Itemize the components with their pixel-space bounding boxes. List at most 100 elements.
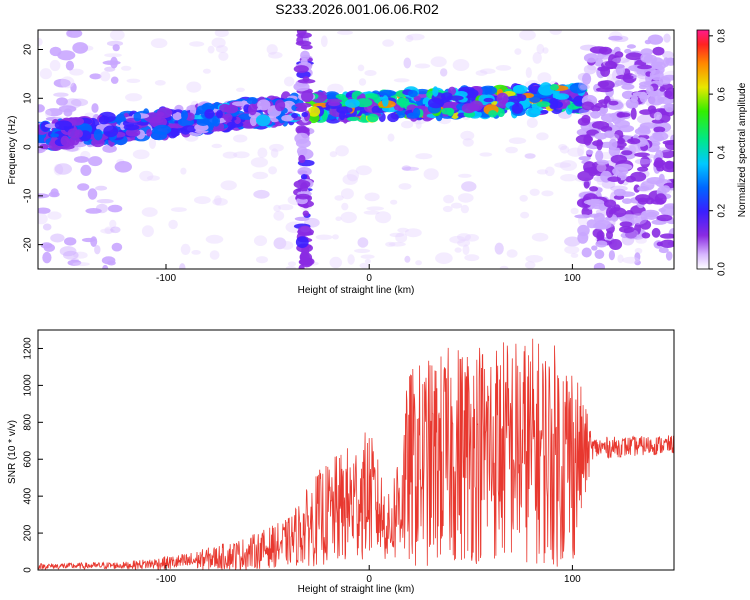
heatmap-cell [283, 76, 295, 87]
heatmap-cell [302, 76, 310, 83]
heatmap-cell [639, 219, 652, 230]
figure-title: S233.2026.001.06.06.R02 [275, 1, 439, 17]
heatmap-cell [609, 133, 620, 141]
heatmap-cell [387, 112, 399, 123]
heatmap-cell [332, 234, 339, 240]
heatmap-cell [347, 116, 360, 122]
heatmap-cell [273, 210, 285, 221]
heatmap-cell [358, 78, 367, 86]
heatmap-cell [595, 150, 604, 162]
heatmap-cell [112, 44, 120, 52]
heatmap-cell [464, 234, 479, 242]
heatmap-cell [223, 113, 233, 122]
heatmap-cell [415, 120, 422, 129]
heatmap-cell [57, 50, 76, 61]
heatmap-cell [649, 134, 665, 142]
heatmap-cell [452, 59, 470, 71]
heatmap-cell [150, 38, 168, 48]
heatmap-cell [524, 153, 536, 159]
heatmap-cell [141, 207, 158, 217]
heatmap-cell [402, 166, 419, 171]
colorbar-tick-label: 0.4 [717, 145, 728, 159]
heatmap-cell [223, 104, 239, 114]
heatmap-cell [104, 226, 113, 235]
colorbar-ticks: 0.0 0.2 0.4 0.6 0.8 [709, 28, 728, 276]
heatmap-cell [449, 235, 466, 244]
heatmap-cell [139, 170, 154, 182]
heatmap-cell [443, 194, 455, 204]
heatmap-cell [596, 159, 609, 165]
heatmap-cell [53, 78, 71, 88]
heatmap-cell [146, 129, 153, 137]
heatmap-cell [315, 234, 333, 240]
heatmap-cell [168, 219, 178, 230]
heatmap-cell [334, 195, 344, 201]
heatmap-cell [357, 64, 365, 72]
heatmap-cell [564, 236, 581, 247]
heatmap-cell [363, 210, 380, 215]
heatmap-cell [559, 160, 578, 171]
snr-panel: -100 0 100 0 200 400 600 800 1000 1200 Height of… [7, 329, 675, 595]
heatmap-cell [619, 221, 633, 227]
heatmap-cell [413, 95, 421, 102]
heatmap-cell [488, 110, 498, 118]
heatmap-cell [273, 204, 281, 212]
heatmap-cell [109, 219, 117, 229]
heatmap-cell [613, 188, 626, 197]
heatmap-cell [214, 195, 222, 206]
heatmap-cell [650, 199, 665, 205]
heatmap-cell [454, 247, 462, 253]
heatmap-cell [326, 92, 338, 101]
heatmap-cell [186, 81, 202, 93]
heatmap-cell [653, 126, 666, 133]
heatmap-cell [38, 193, 50, 199]
heatmap-cell [560, 174, 578, 182]
heatmap-cell [457, 239, 471, 247]
heatmap-cell [339, 110, 346, 121]
heatmap-cell [589, 186, 599, 192]
heatmap-cell [95, 185, 108, 191]
heatmap-cell [599, 107, 606, 117]
heatmap-cell [301, 90, 314, 103]
heatmap-cell [606, 207, 614, 218]
heatmap-cell [595, 240, 608, 248]
heatmap-cell [548, 97, 559, 110]
snr-y-label: SNR (10 * v/v) [7, 420, 18, 484]
heatmap-cell [622, 256, 640, 264]
heatmap-cell [60, 135, 70, 146]
heatmap-cell [652, 147, 671, 153]
heatmap-cell [447, 95, 464, 101]
heatmap-cell [541, 190, 554, 197]
spectrogram-x-tick-label: -100 [156, 273, 176, 284]
heatmap-cell [461, 181, 477, 192]
heatmap-cell [300, 50, 310, 61]
heatmap-cell [90, 236, 98, 248]
heatmap-cell [222, 151, 238, 159]
spectrogram-x-tick-label: 0 [366, 273, 372, 284]
heatmap-cell [594, 219, 612, 230]
heatmap-cell [270, 148, 279, 158]
heatmap-cell [656, 241, 663, 247]
heatmap-cell [191, 250, 201, 255]
heatmap-cell [460, 130, 475, 141]
heatmap-cell [91, 137, 105, 148]
heatmap-cell [664, 103, 674, 113]
heatmap-cell [298, 154, 306, 164]
heatmap-cell [355, 98, 373, 108]
heatmap-cell [554, 93, 570, 100]
colorbar: 0.0 0.2 0.4 0.6 0.8 Normalized spectral ampl… [696, 28, 748, 276]
heatmap-cell [204, 109, 215, 119]
heatmap-cell [619, 225, 635, 234]
heatmap-cell [652, 46, 665, 56]
heatmap-cell [209, 250, 220, 260]
colorbar-label: Normalized spectral amplitude [737, 82, 748, 217]
heatmap-cell [268, 51, 283, 59]
heatmap-cell [73, 251, 88, 259]
heatmap-cell [218, 51, 229, 61]
heatmap-cell [72, 42, 89, 54]
heatmap-cell [297, 167, 312, 176]
heatmap-cell [617, 137, 625, 145]
heatmap-cell [585, 149, 594, 155]
heatmap-cell [564, 245, 580, 254]
